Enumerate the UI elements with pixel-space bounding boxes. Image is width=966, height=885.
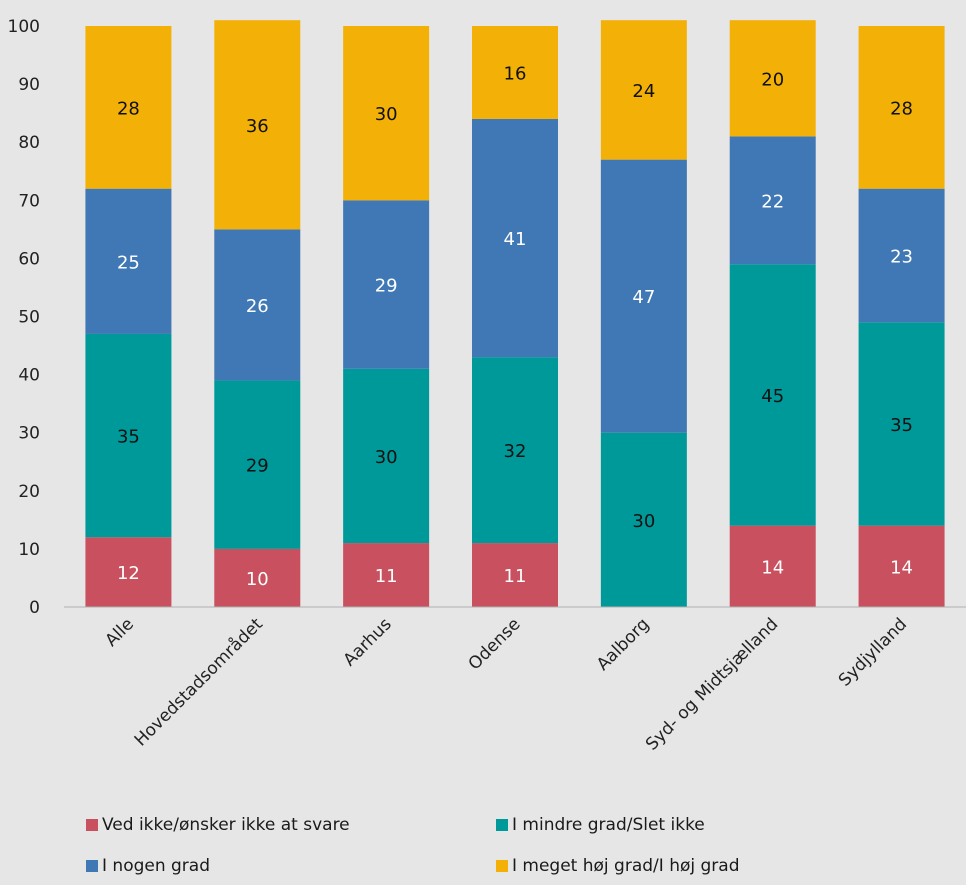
data-label: 29 bbox=[375, 276, 398, 297]
bars: 12 35 25 28 10 29 26 36 11 30 29 30 11 32 41 16 30 47 24 14… bbox=[85, 20, 945, 607]
x-tick-label: Hovedstadsområdet bbox=[130, 613, 267, 750]
bar-segment bbox=[343, 26, 430, 201]
data-label: 45 bbox=[761, 386, 784, 407]
bar-segment bbox=[85, 537, 172, 607]
data-label: 20 bbox=[761, 69, 784, 90]
data-label: 23 bbox=[890, 246, 913, 267]
bar-segment bbox=[858, 525, 945, 607]
x-tick-label: Alle bbox=[102, 614, 138, 650]
bar-segment bbox=[472, 26, 558, 119]
data-label: 29 bbox=[246, 456, 269, 477]
data-label: 30 bbox=[375, 104, 398, 125]
bar-segment bbox=[858, 26, 945, 189]
y-tick-label: 30 bbox=[18, 424, 40, 444]
data-label: 47 bbox=[632, 287, 655, 308]
y-tick-label: 40 bbox=[18, 366, 40, 386]
y-tick-label: 100 bbox=[8, 17, 40, 37]
data-label: 35 bbox=[890, 415, 913, 436]
bar-segment bbox=[729, 264, 816, 526]
y-axis: 0 10 20 30 40 50 60 70 80 90 100 bbox=[8, 17, 40, 618]
bar-segment bbox=[343, 543, 430, 607]
data-label: 30 bbox=[632, 511, 655, 532]
data-label: 30 bbox=[375, 447, 398, 468]
bar-segment bbox=[214, 548, 301, 607]
y-tick-label: 50 bbox=[18, 308, 40, 328]
x-tick-label: Syd- og Midtsjælland bbox=[642, 614, 782, 754]
bar-segment bbox=[600, 432, 687, 607]
bar-segment bbox=[472, 118, 558, 358]
data-label: 11 bbox=[504, 566, 527, 587]
y-tick-label: 90 bbox=[18, 75, 40, 95]
bar-segment bbox=[858, 188, 945, 323]
bar-segment bbox=[214, 20, 301, 230]
bar-segment bbox=[85, 333, 172, 538]
bar-segment bbox=[600, 20, 687, 160]
x-tick-label: Sydjylland bbox=[835, 614, 911, 690]
bar-segment bbox=[729, 20, 816, 137]
bar-segment bbox=[858, 322, 945, 526]
data-label: 10 bbox=[246, 569, 269, 590]
bar-segment bbox=[85, 26, 172, 189]
bar-segment bbox=[729, 525, 816, 607]
data-label: 14 bbox=[890, 557, 913, 578]
y-tick-label: 0 bbox=[29, 598, 40, 618]
data-label: 16 bbox=[504, 63, 527, 84]
bar-segment bbox=[600, 159, 687, 433]
data-label: 36 bbox=[246, 116, 269, 137]
x-tick-label: Aalborg bbox=[593, 614, 653, 674]
bar-segment bbox=[472, 543, 558, 607]
y-tick-label: 70 bbox=[18, 191, 40, 211]
y-tick-label: 80 bbox=[18, 133, 40, 153]
bar-segment bbox=[472, 357, 558, 544]
data-label: 28 bbox=[890, 98, 913, 119]
bar-segment bbox=[729, 136, 816, 265]
data-label: 35 bbox=[117, 427, 140, 448]
data-label: 25 bbox=[117, 252, 140, 273]
x-tick-label: Aarhus bbox=[340, 614, 396, 670]
x-tick-label: Odense bbox=[465, 614, 525, 674]
data-label: 41 bbox=[504, 229, 527, 250]
data-label: 26 bbox=[246, 296, 269, 317]
data-label: 14 bbox=[761, 557, 784, 578]
bar-segment bbox=[85, 188, 172, 334]
data-label: 32 bbox=[504, 441, 527, 462]
data-label: 11 bbox=[375, 566, 398, 587]
bar-segment bbox=[343, 200, 430, 369]
data-label: 24 bbox=[632, 81, 655, 102]
bar-segment bbox=[214, 229, 301, 381]
y-tick-label: 60 bbox=[18, 249, 40, 269]
data-label: 28 bbox=[117, 98, 140, 119]
y-tick-label: 20 bbox=[18, 482, 40, 502]
y-tick-label: 10 bbox=[18, 540, 40, 560]
bar-segment bbox=[214, 380, 301, 549]
data-label: 22 bbox=[761, 191, 784, 212]
data-label: 12 bbox=[117, 563, 140, 584]
bar-segment bbox=[343, 368, 430, 544]
